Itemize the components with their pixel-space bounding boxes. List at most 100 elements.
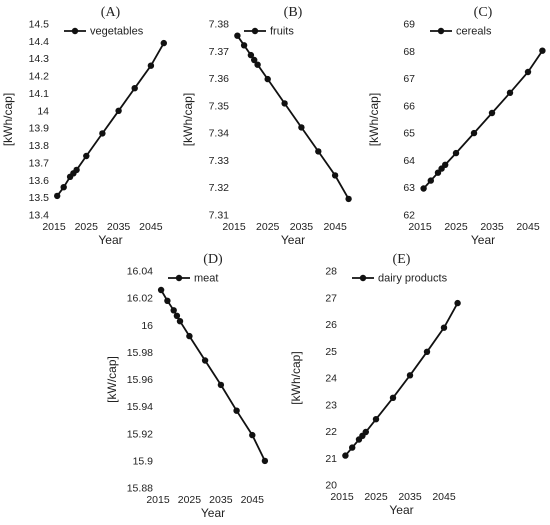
legend-entry: dairy products xyxy=(352,273,448,285)
y-tick-label: 13.4 xyxy=(29,210,50,222)
data-point xyxy=(115,107,122,115)
x-tick-label: 2025 xyxy=(364,491,388,503)
x-axis-label: Year xyxy=(98,233,122,247)
y-tick-label: 22 xyxy=(325,426,337,438)
y-tick-label: 26 xyxy=(325,319,337,331)
data-point xyxy=(173,312,181,319)
legend-label: dairy products xyxy=(378,273,448,285)
y-tick-label: 7.32 xyxy=(209,182,230,194)
data-point xyxy=(186,332,193,340)
data-point xyxy=(157,286,165,294)
data-point xyxy=(454,299,461,307)
x-axis-label: Year xyxy=(281,233,305,247)
data-point xyxy=(240,42,248,49)
x-axis-label: Year xyxy=(201,506,225,520)
legend-entry: meat xyxy=(168,273,218,285)
y-tick-label: 15.88 xyxy=(127,483,153,495)
y-tick-label: 15.98 xyxy=(127,347,153,359)
y-tick-label: 15.9 xyxy=(133,455,154,467)
data-point xyxy=(539,47,546,54)
y-tick-label: 63 xyxy=(403,182,415,194)
y-tick-label: 69 xyxy=(403,19,415,31)
x-tick-label: 2045 xyxy=(323,221,347,233)
y-tick-label: 15.92 xyxy=(127,428,153,440)
y-tick-label: 7.37 xyxy=(209,46,230,58)
y-tick-label: 7.35 xyxy=(209,100,230,112)
y-tick-label: 7.34 xyxy=(209,128,230,140)
data-point xyxy=(342,452,349,459)
panel-title: (E) xyxy=(393,252,411,267)
y-tick-label: 7.38 xyxy=(209,19,230,31)
data-point xyxy=(147,62,155,69)
y-tick-label: 27 xyxy=(325,292,337,304)
y-tick-label: 64 xyxy=(403,155,415,167)
chart-panel-3: (C) 62 63 64 65 66 67 68 69 2015 2025 2035 2045 Year [… xyxy=(367,5,546,247)
data-point xyxy=(233,407,240,414)
legend-entry: fruits xyxy=(244,26,294,38)
y-tick-label: 21 xyxy=(325,453,337,465)
y-tick-label: 25 xyxy=(325,346,337,358)
legend-label: meat xyxy=(194,273,218,285)
x-tick-label: 2045 xyxy=(241,494,265,506)
x-tick-label: 2045 xyxy=(516,221,540,233)
data-point xyxy=(440,324,448,331)
data-point xyxy=(83,152,90,160)
x-tick-label: 2025 xyxy=(444,221,468,233)
y-tick-label: 14.3 xyxy=(29,53,50,65)
data-point xyxy=(345,195,352,203)
x-tick-label: 2015 xyxy=(408,221,432,233)
legend-entry: vegetables xyxy=(64,26,144,38)
x-tick-label: 2025 xyxy=(75,221,99,233)
x-tick-label: 2035 xyxy=(209,494,233,506)
y-tick-label: 14 xyxy=(37,105,49,117)
y-tick-label: 7.33 xyxy=(209,155,230,167)
data-point xyxy=(452,149,460,157)
x-tick-label: 2015 xyxy=(222,221,246,233)
y-tick-label: 13.5 xyxy=(29,192,50,204)
x-tick-label: 2025 xyxy=(178,494,202,506)
data-point xyxy=(60,184,67,191)
data-point xyxy=(298,124,305,131)
data-point xyxy=(442,161,449,168)
x-axis-label: Year xyxy=(389,503,413,517)
data-point xyxy=(201,357,209,364)
x-tick-label: 2045 xyxy=(139,221,163,233)
y-axis-label: [kW/cap] xyxy=(105,356,119,403)
legend-marker-swatch xyxy=(437,27,445,35)
y-tick-label: 16.02 xyxy=(127,293,153,305)
legend-marker-swatch xyxy=(251,27,259,35)
x-tick-label: 2035 xyxy=(398,491,422,503)
x-axis-label: Year xyxy=(471,233,495,247)
y-tick-label: 23 xyxy=(325,399,337,411)
data-point xyxy=(73,166,80,174)
x-tick-label: 2015 xyxy=(146,494,170,506)
data-point xyxy=(170,307,177,314)
data-point xyxy=(372,416,380,423)
data-point xyxy=(406,372,414,379)
chart-panel-1: (A) 13.4 13.5 13.6 13.7 13.8 13.9 14 14.1 14.2 14.… xyxy=(1,5,167,247)
data-point xyxy=(131,85,138,92)
y-tick-label: 28 xyxy=(325,266,337,278)
y-tick-label: 15.94 xyxy=(127,401,153,413)
y-axis-label: [kWh/cap] xyxy=(1,93,15,146)
legend-marker-swatch xyxy=(71,27,79,35)
data-point xyxy=(420,185,427,192)
y-tick-label: 14.5 xyxy=(29,19,50,31)
data-point xyxy=(164,297,171,304)
legend-marker-swatch xyxy=(175,274,183,282)
y-axis-label: [kWh/cap] xyxy=(367,93,381,146)
data-point xyxy=(362,428,369,436)
x-tick-label: 2015 xyxy=(42,221,66,233)
y-tick-label: 14.1 xyxy=(29,88,50,100)
y-tick-label: 67 xyxy=(403,73,415,85)
y-tick-label: 15.96 xyxy=(127,374,153,386)
y-axis-label: [kWh/cap] xyxy=(181,93,195,146)
data-point xyxy=(427,177,434,184)
data-point xyxy=(470,129,478,137)
data-point xyxy=(423,348,431,355)
y-axis-label: [kWh/cap] xyxy=(289,351,303,404)
data-point xyxy=(389,394,397,401)
y-tick-label: 13.9 xyxy=(29,123,50,135)
y-tick-label: 66 xyxy=(403,100,415,112)
